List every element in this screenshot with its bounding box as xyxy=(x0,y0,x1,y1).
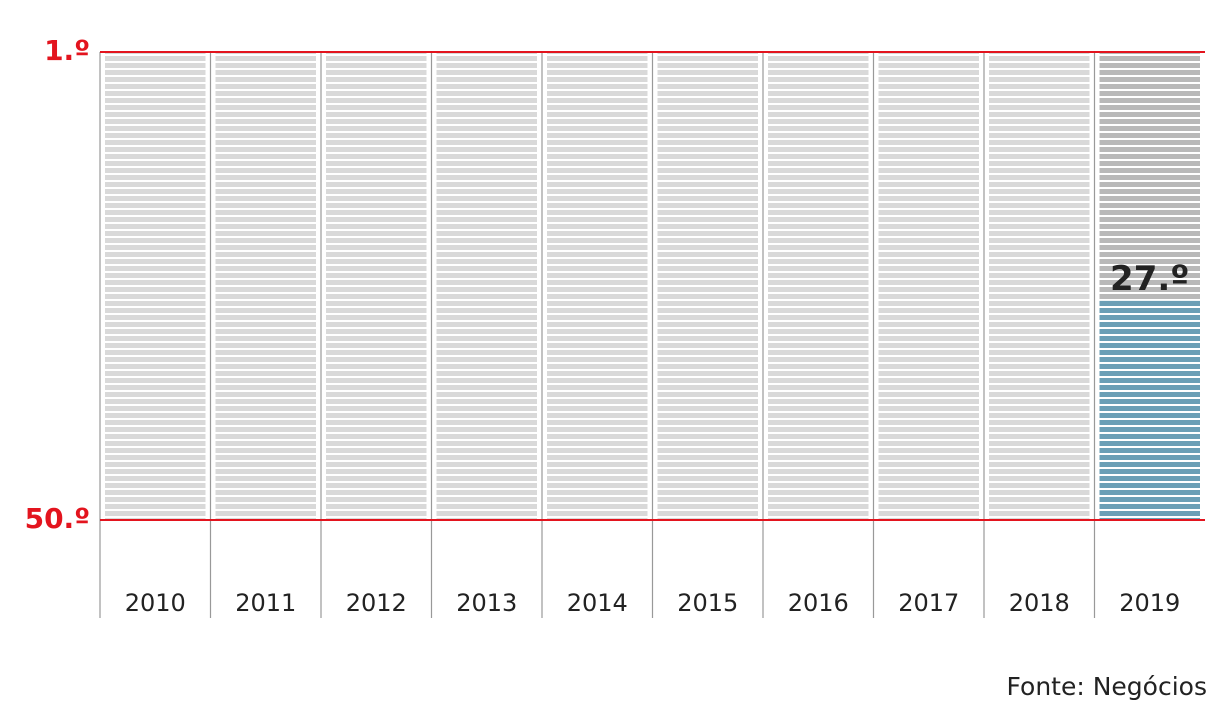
column-stripes xyxy=(989,52,1090,520)
y-tick-label: 50.º xyxy=(25,502,90,535)
x-tick-label: 2011 xyxy=(235,589,296,617)
bar-stripes xyxy=(1099,300,1200,520)
column-stripes xyxy=(436,52,537,520)
x-tick-label: 2015 xyxy=(677,589,738,617)
column-stripes xyxy=(326,52,427,520)
column-stripes xyxy=(657,52,758,520)
value-label: 27.º xyxy=(1110,259,1189,299)
x-tick-label: 2017 xyxy=(898,589,959,617)
x-tick-label: 2014 xyxy=(567,589,628,617)
x-tick-label: 2013 xyxy=(456,589,517,617)
x-tick-label: 2012 xyxy=(346,589,407,617)
column-stripes xyxy=(878,52,979,520)
x-tick-label: 2010 xyxy=(125,589,186,617)
column-stripes xyxy=(768,52,869,520)
column-stripes xyxy=(105,52,206,520)
x-tick-label: 2019 xyxy=(1119,589,1180,617)
column-stripes xyxy=(547,52,648,520)
column-stripes xyxy=(215,52,316,520)
source: Fonte: Negócios xyxy=(1007,672,1207,701)
x-tick-label: 2016 xyxy=(788,589,849,617)
x-tick-label: 2018 xyxy=(1009,589,1070,617)
y-tick-label: 1.º xyxy=(44,34,90,67)
